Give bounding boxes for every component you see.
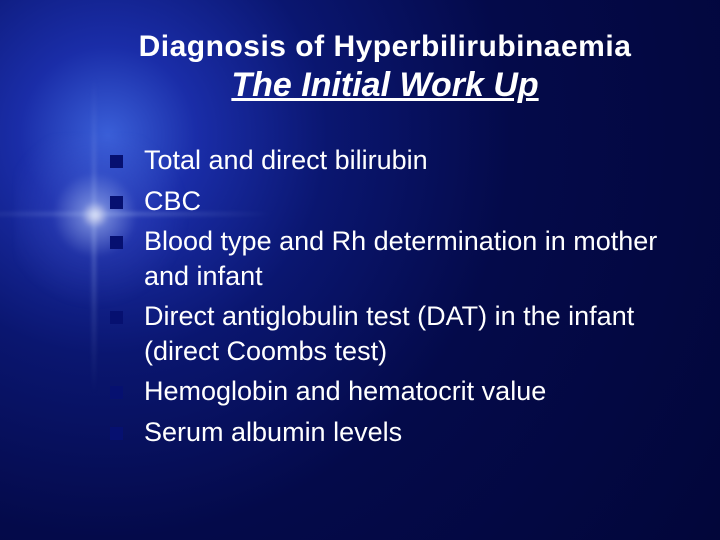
list-item: CBC <box>110 184 670 219</box>
list-item: Direct antiglobulin test (DAT) in the in… <box>110 299 670 368</box>
bullet-text: CBC <box>144 186 201 216</box>
bullet-text: Hemoglobin and hematocrit value <box>144 376 546 406</box>
list-item: Blood type and Rh determination in mothe… <box>110 224 670 293</box>
list-item: Hemoglobin and hematocrit value <box>110 374 670 409</box>
slide: Diagnosis of Hyperbilirubinaemia The Ini… <box>0 0 720 540</box>
bullet-text: Total and direct bilirubin <box>144 145 428 175</box>
bullet-list: Total and direct bilirubin CBC Blood typ… <box>80 143 670 449</box>
bullet-text: Blood type and Rh determination in mothe… <box>144 226 657 291</box>
title-line-1: Diagnosis of Hyperbilirubinaemia <box>100 30 670 64</box>
bullet-text: Serum albumin levels <box>144 417 402 447</box>
title-line-2: The Initial Work Up <box>100 66 670 105</box>
list-item: Total and direct bilirubin <box>110 143 670 178</box>
slide-title-block: Diagnosis of Hyperbilirubinaemia The Ini… <box>80 30 670 105</box>
list-item: Serum albumin levels <box>110 415 670 450</box>
bullet-text: Direct antiglobulin test (DAT) in the in… <box>144 301 634 366</box>
